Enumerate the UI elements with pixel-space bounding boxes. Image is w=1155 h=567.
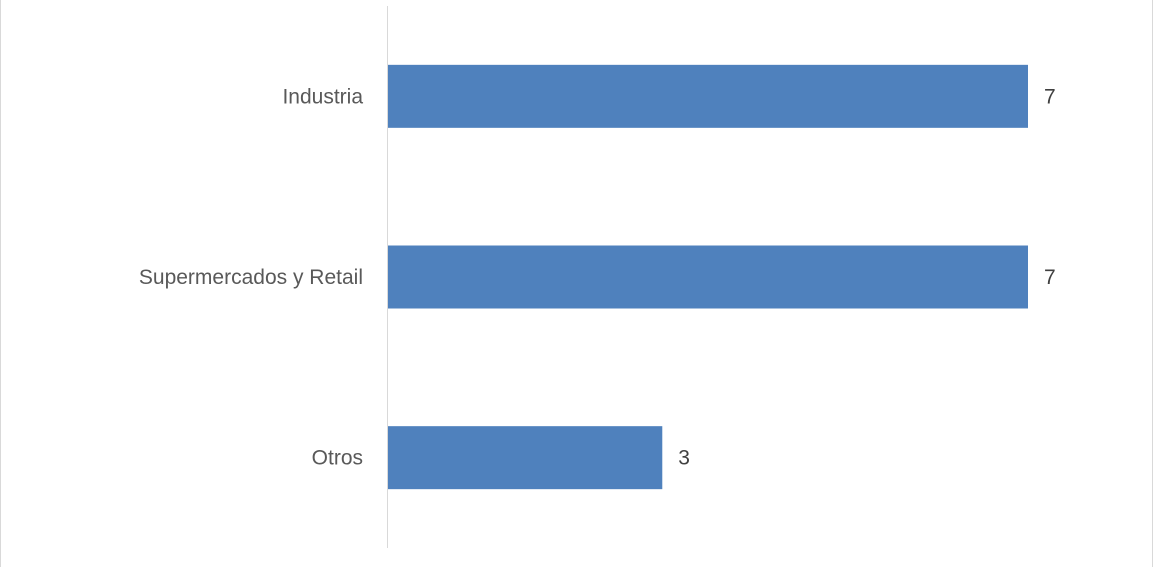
bar-industria <box>388 64 1028 128</box>
data-label-industria: 7 <box>1044 85 1056 108</box>
data-label-otros: 3 <box>678 447 690 470</box>
labels-layer: Industria 7 Supermercados y Retail 7 Otros 3 <box>139 85 1056 469</box>
category-label-otros: Otros <box>312 447 363 470</box>
category-label-supermercados-y-retail: Supermercados y Retail <box>139 266 363 289</box>
data-label-supermercados-y-retail: 7 <box>1044 266 1056 289</box>
bar-otros <box>388 426 663 490</box>
bars-layer <box>388 64 1028 490</box>
bar-supermercados-y-retail <box>388 245 1028 309</box>
category-label-industria: Industria <box>282 85 363 108</box>
